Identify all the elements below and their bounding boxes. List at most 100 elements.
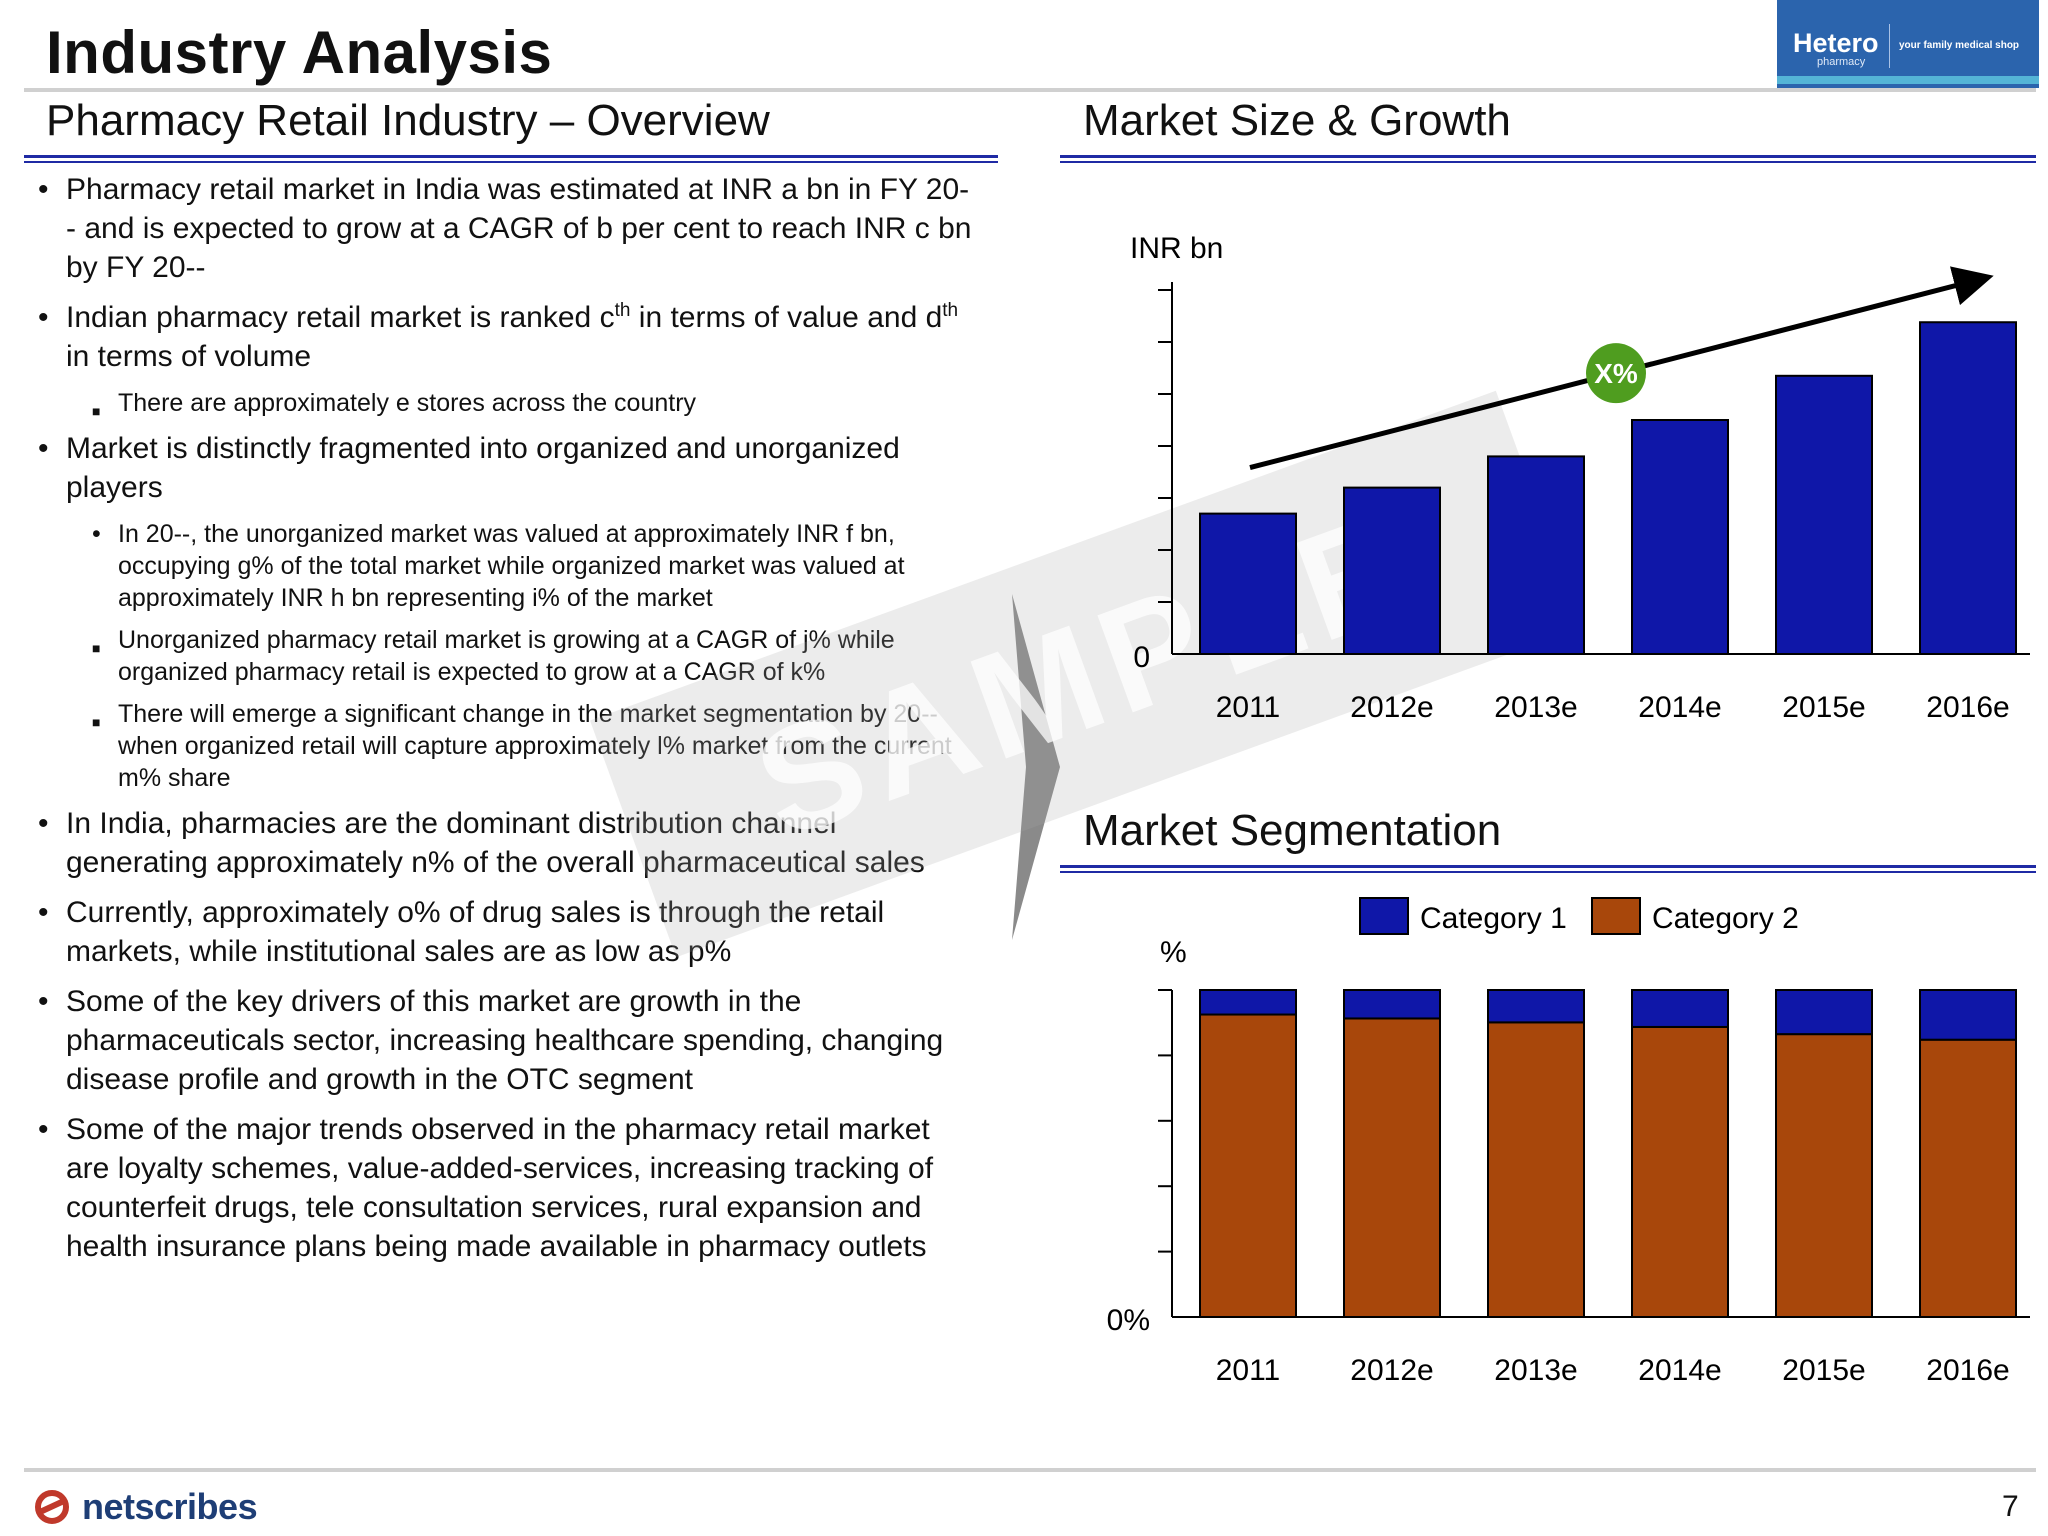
netscribes-logo: netscribes <box>32 1486 258 1528</box>
dot-bullet-icon: • <box>38 432 49 465</box>
dot-bullet-icon: • <box>38 807 49 840</box>
footer-divider <box>24 1468 2036 1472</box>
chart2-bar-segment <box>1775 1033 1873 1319</box>
market-segmentation-heading-rule <box>1060 865 2036 873</box>
title-divider <box>24 88 2036 92</box>
bullet-text: Currently, approximately o% of drug sale… <box>66 896 885 968</box>
chart2-x-tick-label: 2014e <box>1638 1354 1721 1387</box>
market-size-heading: Market Size & Growth <box>1083 96 1511 145</box>
bullet-item: • In 20--, the unorganized market was val… <box>28 518 978 614</box>
bullet-item: • Pharmacy retail market in India was est… <box>28 170 978 287</box>
logo-tagline: your family medical shop <box>1899 40 2020 51</box>
bullet-item: • Market is distinctly fragmented into or… <box>28 429 978 507</box>
bullet-text: In 20--, the unorganized market was valu… <box>118 520 905 612</box>
text-part: in terms of value and d <box>630 301 943 334</box>
market-size-heading-rule <box>1060 155 2036 163</box>
chart2-x-tick-label: 2015e <box>1782 1354 1865 1387</box>
left-heading-rule <box>24 155 998 163</box>
hetero-logo: Hetero pharmacy your family medical shop <box>1777 0 2039 88</box>
bullet-text: There are approximately e stores across … <box>118 389 697 417</box>
bullet-item: • Some of the key drivers of this market … <box>28 982 978 1099</box>
square-bullet-icon: ■ <box>92 640 101 656</box>
chart2-bar-segment <box>1631 1025 1729 1319</box>
bullet-text: Pharmacy retail market in India was esti… <box>66 173 972 284</box>
netscribes-mark-icon <box>35 1490 69 1524</box>
square-bullet-icon: ■ <box>92 714 101 730</box>
bullet-text: Indian pharmacy retail market is ranked … <box>66 301 958 373</box>
chart2-y-zero-label: 0% <box>1107 1304 1150 1337</box>
bullet-item: ■ There are approximately e stores across… <box>28 387 978 419</box>
chart2-x-tick-label: 2013e <box>1494 1354 1577 1387</box>
legend-swatch <box>1359 897 1409 935</box>
logo-brand: Hetero <box>1793 28 1879 58</box>
page-title: Industry Analysis <box>46 19 553 86</box>
chart1-bar <box>1199 512 1297 655</box>
bullet-item: • Indian pharmacy retail market is ranked… <box>28 298 978 376</box>
chart1-x-tick-label: 2013e <box>1494 691 1577 724</box>
chart2-bar-segment <box>1343 989 1441 1020</box>
chart2-bar-segment <box>1343 1017 1441 1318</box>
chart2-bar-segment <box>1775 989 1873 1036</box>
bullet-item: ■ There will emerge a significant change … <box>28 698 978 794</box>
chart1-bar <box>1775 374 1873 656</box>
market-segmentation-chart: % 0% 2011 2012e 2013e 2014e 2015e 2016e Categor… <box>1107 897 2030 1387</box>
legend-label: Category 1 <box>1420 902 1567 935</box>
chart2-x-tick-label: 2012e <box>1350 1354 1433 1387</box>
dot-bullet-icon: • <box>38 896 49 929</box>
footer-logo-text: netscribes <box>82 1486 258 1527</box>
page-number: 7 <box>2002 1490 2019 1523</box>
chart2-bar-segment <box>1919 1038 2017 1318</box>
chart2-bar-segment <box>1919 989 2017 1041</box>
chart1-x-tick-label: 2015e <box>1782 691 1865 724</box>
superscript: th <box>614 300 631 321</box>
chart2-x-tick-label: 2016e <box>1926 1354 2009 1387</box>
market-segmentation-heading: Market Segmentation <box>1083 806 1502 855</box>
chart2-ylabel: % <box>1160 936 1187 969</box>
chart1-x-tick-label: 2016e <box>1926 691 2009 724</box>
bullet-text: Some of the major trends observed in the… <box>66 1113 934 1263</box>
chart1-x-tick-label: 2012e <box>1350 691 1433 724</box>
bullet-text: In India, pharmacies are the dominant di… <box>66 807 925 879</box>
bullet-item: • Some of the major trends observed in th… <box>28 1110 978 1266</box>
superscript: th <box>942 300 959 321</box>
growth-badge <box>1586 343 1646 404</box>
chart1-bar <box>1919 321 2017 656</box>
chart1-x-tick-label: 2011 <box>1216 691 1281 724</box>
bullet-item: • Currently, approximately o% of drug sal… <box>28 893 978 971</box>
chart2-bar-segment <box>1487 989 1585 1024</box>
legend-swatch <box>1591 897 1641 935</box>
chart2-bar-segment <box>1199 989 1297 1016</box>
chart1-x-tick-label: 2014e <box>1638 691 1721 724</box>
chart1-bar <box>1343 486 1441 655</box>
bullet-text: Unorganized pharmacy retail market is gr… <box>118 626 895 686</box>
logo-sub: pharmacy <box>1817 56 1866 68</box>
square-bullet-icon: ■ <box>92 403 101 419</box>
dot-bullet-icon: • <box>38 301 49 334</box>
left-heading: Pharmacy Retail Industry – Overview <box>46 96 770 145</box>
bullet-item: • In India, pharmacies are the dominant d… <box>28 804 978 882</box>
chart2-x-tick-label: 2011 <box>1216 1354 1281 1387</box>
chart1-y-zero-label: 0 <box>1133 641 1150 674</box>
chart1-ylabel: INR bn <box>1130 232 1223 265</box>
bullet-text: Some of the key drivers of this market a… <box>66 985 944 1096</box>
chart1-bar <box>1487 455 1585 655</box>
dot-bullet-icon: • <box>38 173 49 206</box>
chart1-bar <box>1631 419 1729 655</box>
bullet-list: • Pharmacy retail market in India was est… <box>28 170 978 1277</box>
bullet-text: There will emerge a significant change i… <box>118 700 952 792</box>
logo-band <box>1777 76 2039 84</box>
text-part: Indian pharmacy retail market is ranked … <box>66 301 615 334</box>
growth-badge-label: X% <box>1594 358 1638 389</box>
dot-bullet-icon: • <box>38 985 49 1018</box>
chart2-bar-segment <box>1631 989 1729 1028</box>
dot-bullet-icon: • <box>92 520 101 548</box>
market-size-chart: INR bn 0 2011 2012e 2013e 2014e 2015e 2016e X% <box>1130 232 2030 724</box>
bullet-item: ■ Unorganized pharmacy retail market is g… <box>28 624 978 688</box>
chevron-arrow-icon <box>1012 594 1060 940</box>
legend-label: Category 2 <box>1652 902 1799 935</box>
text-part: in terms of volume <box>66 340 312 373</box>
logo-divider <box>1889 24 1890 68</box>
chart2-bar-segment <box>1199 1013 1297 1318</box>
dot-bullet-icon: • <box>38 1113 49 1146</box>
chart2-bar-segment <box>1487 1021 1585 1319</box>
